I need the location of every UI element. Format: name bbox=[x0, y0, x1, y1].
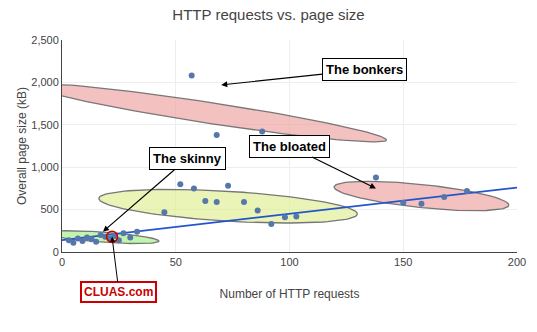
svg-text:0: 0 bbox=[59, 256, 65, 268]
svg-text:1,500: 1,500 bbox=[31, 119, 59, 131]
svg-text:100: 100 bbox=[280, 256, 298, 268]
svg-text:CLUAS.com: CLUAS.com bbox=[84, 285, 153, 299]
svg-text:The bloated: The bloated bbox=[253, 139, 326, 154]
svg-text:The bonkers: The bonkers bbox=[326, 62, 403, 77]
svg-text:The skinny: The skinny bbox=[153, 151, 222, 166]
svg-text:2,000: 2,000 bbox=[31, 76, 59, 88]
svg-text:150: 150 bbox=[394, 256, 412, 268]
svg-text:1,000: 1,000 bbox=[31, 161, 59, 173]
svg-text:500: 500 bbox=[40, 203, 58, 215]
svg-text:HTTP requests vs. page size: HTTP requests vs. page size bbox=[172, 6, 364, 23]
svg-text:2,500: 2,500 bbox=[31, 34, 59, 46]
svg-text:50: 50 bbox=[170, 256, 182, 268]
svg-text:Number of HTTP requests: Number of HTTP requests bbox=[220, 287, 360, 301]
svg-text:0: 0 bbox=[53, 246, 59, 258]
svg-text:Overall page size (kB): Overall page size (kB) bbox=[15, 87, 29, 205]
svg-text:200: 200 bbox=[508, 256, 526, 268]
